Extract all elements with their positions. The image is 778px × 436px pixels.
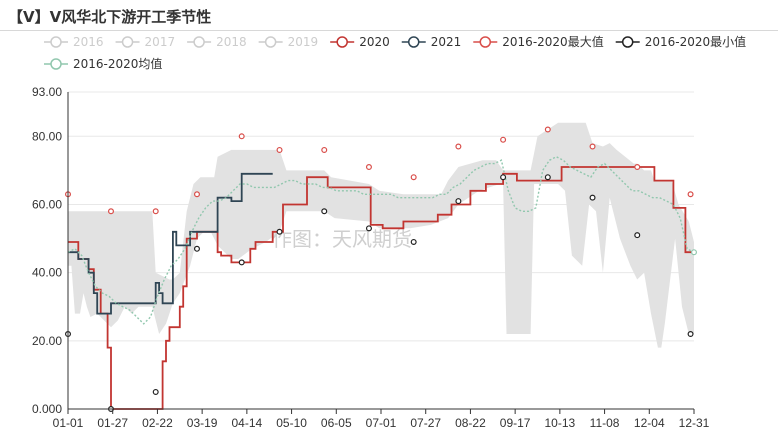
- axes: 0.000 20.00 40.00 60.00 80.00 93.00 01-01 01-27…: [32, 85, 710, 430]
- max-point: [321, 146, 328, 153]
- y-tick-label: 0.000: [32, 402, 62, 416]
- x-tick-label: 08-22: [455, 416, 486, 430]
- max-point: [276, 146, 283, 153]
- legend-item[interactable]: 2016-2020均值: [44, 56, 162, 71]
- x-tick-label: 07-27: [410, 416, 441, 430]
- legend-item[interactable]: 2016-2020最小值: [615, 34, 746, 49]
- watermark: 作图：天风期货: [272, 227, 412, 251]
- legend-item[interactable]: 2019: [258, 35, 319, 49]
- min-point: [687, 331, 694, 338]
- x-tick-label: 10-13: [545, 416, 576, 430]
- legend-swatch-icon: [50, 58, 62, 70]
- x-tick-label: 09-17: [500, 416, 531, 430]
- min-point: [410, 238, 417, 245]
- legend-label: 2016-2020最小值: [645, 34, 746, 49]
- series-2021-line: [68, 172, 273, 315]
- x-tick-label: 12-04: [634, 416, 665, 430]
- legend-item[interactable]: 2017: [115, 35, 176, 49]
- min-point: [193, 245, 200, 252]
- y-tick-label: 40.00: [32, 266, 62, 280]
- legend-label: 2021: [431, 35, 462, 49]
- min-point: [634, 232, 641, 239]
- max-point: [500, 136, 507, 143]
- legend-swatch-icon: [264, 36, 277, 48]
- x-tick-label: 07-01: [366, 416, 397, 430]
- max-point: [193, 191, 200, 198]
- min-point: [365, 225, 372, 232]
- min-point: [544, 174, 551, 181]
- legend-item[interactable]: 2016-2020最大值: [473, 34, 604, 49]
- max-point: [152, 208, 159, 215]
- min-point: [238, 259, 245, 266]
- min-point: [589, 194, 596, 201]
- legend-swatch-icon: [336, 36, 348, 48]
- x-tick-label: 03-19: [187, 416, 218, 430]
- legend-swatch-icon: [121, 36, 134, 48]
- min-max-band: [68, 122, 694, 348]
- legend-label: 2016: [73, 35, 104, 49]
- y-tick-label: 60.00: [32, 197, 62, 211]
- x-tick-label: 04-14: [232, 416, 263, 430]
- legend-label: 2020: [359, 35, 390, 49]
- legend-label: 2019: [288, 35, 319, 49]
- x-tick-label: 05-10: [276, 416, 307, 430]
- min-point: [500, 174, 507, 181]
- max-point: [238, 133, 245, 140]
- legend-item[interactable]: 2020: [330, 35, 390, 49]
- max-point: [107, 208, 114, 215]
- min-point: [455, 198, 462, 205]
- max-point: [634, 163, 641, 170]
- legend-swatch-icon: [407, 36, 420, 48]
- legend-label: 2017: [145, 35, 176, 49]
- x-tick-label: 01-27: [97, 416, 128, 430]
- legend-label: 2018: [216, 35, 247, 49]
- y-tick-label: 93.00: [32, 85, 62, 99]
- y-tick-label: 20.00: [32, 334, 62, 348]
- legend-swatch-icon: [193, 36, 205, 48]
- x-tick-label: 02-22: [142, 416, 173, 430]
- max-point: [589, 143, 596, 150]
- legend-swatch-icon: [50, 36, 62, 48]
- x-tick-label: 01-01: [53, 416, 84, 430]
- max-point: [687, 191, 694, 198]
- title-divider: [0, 30, 778, 31]
- legend-item[interactable]: 2016: [44, 35, 104, 49]
- legend-label: 2016-2020均值: [73, 56, 162, 71]
- max-point: [410, 174, 417, 181]
- x-tick-label: 06-05: [321, 416, 352, 430]
- min-point: [321, 208, 328, 215]
- range-band-area: [68, 122, 694, 348]
- x-tick-label: 12-31: [679, 416, 710, 430]
- legend-swatch-icon: [479, 36, 492, 48]
- max-point: [365, 163, 372, 170]
- mean-end-point: [690, 249, 697, 256]
- legend[interactable]: 2016 2017 2018 2019 2020 2021 2016-2020最大值 2016…: [44, 34, 746, 71]
- series-markers: [64, 126, 697, 413]
- legend-label: 2016-2020最大值: [502, 34, 603, 49]
- min-point: [152, 388, 159, 395]
- min-point: [276, 228, 283, 235]
- max-point: [544, 126, 551, 133]
- legend-swatch-icon: [621, 36, 634, 48]
- x-tick-label: 11-08: [590, 416, 620, 430]
- y-tick-label: 80.00: [32, 129, 62, 143]
- legend-item[interactable]: 2021: [401, 35, 462, 49]
- legend-item[interactable]: 2018: [187, 35, 247, 49]
- max-point: [455, 143, 462, 150]
- chart-title: 【V】V风华北下游开工季节性: [8, 8, 212, 26]
